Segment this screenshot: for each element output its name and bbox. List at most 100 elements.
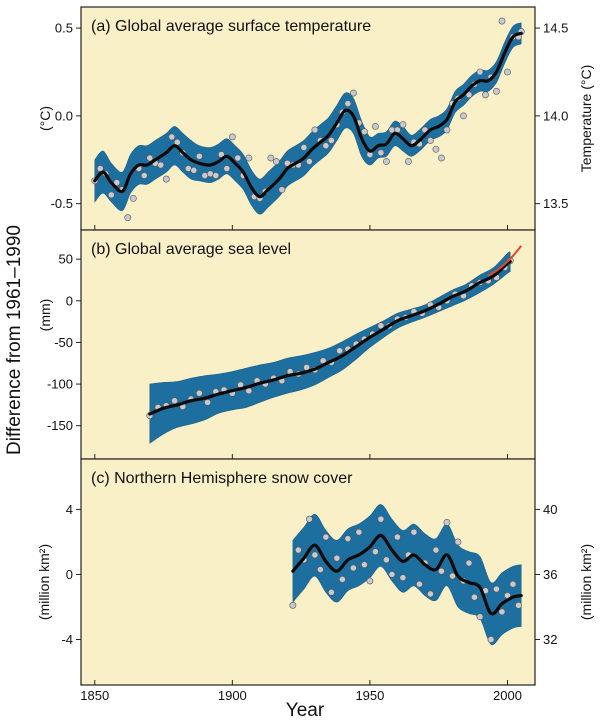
data-point: [355, 528, 363, 536]
data-point: [322, 142, 330, 150]
data-point: [349, 89, 357, 97]
data-point: [336, 347, 344, 355]
shared-y-axis-label: Difference from 1961–1990: [4, 225, 25, 455]
x-axis-label: Year: [286, 700, 325, 721]
data-point: [344, 535, 352, 543]
panels: -0.5 0.0 0.5 13.5 14.0 14.5 (a) Global average…: [36, 6, 594, 703]
data-point: [372, 123, 379, 130]
data-point: [338, 575, 346, 583]
y-tick-label: -150: [47, 418, 73, 433]
y-tick-label: 0: [66, 567, 73, 582]
x-tick-label: 1950: [355, 688, 384, 703]
data-point: [171, 397, 178, 405]
data-point: [493, 87, 500, 95]
data-point: [476, 68, 484, 76]
data-point: [388, 571, 396, 578]
data-point: [311, 551, 319, 559]
data-point: [195, 389, 203, 397]
data-point: [394, 533, 401, 541]
data-point: [305, 158, 313, 165]
data-point: [204, 398, 211, 406]
data-point: [223, 165, 231, 172]
data-point: [311, 126, 319, 134]
data-point: [212, 172, 220, 179]
data-point: [234, 154, 242, 162]
data-point: [383, 556, 390, 564]
data-point: [361, 561, 368, 569]
data-point: [361, 128, 368, 136]
data-point: [289, 601, 297, 609]
uncertainty-band: [149, 251, 511, 444]
data-point: [245, 154, 253, 162]
right-tick-label: 36: [543, 567, 557, 582]
data-point: [427, 590, 434, 598]
data-point: [300, 144, 308, 151]
data-point: [327, 588, 335, 596]
data-point: [372, 548, 379, 556]
y-tick-label: -0.5: [51, 196, 73, 211]
data-point: [465, 91, 473, 99]
x-tick-label: 1900: [218, 688, 247, 703]
data-point: [405, 158, 412, 165]
x-tick-label: 1850: [80, 688, 109, 703]
data-point: [410, 528, 418, 536]
uncertainty-band: [94, 22, 522, 215]
y-tick-label: 0: [66, 293, 73, 308]
y-unit-label: (mm): [37, 299, 53, 332]
y-tick-label: -50: [54, 335, 73, 350]
right-tick-label: 14.0: [543, 108, 568, 123]
data-point: [443, 519, 451, 526]
y-unit-label: (°C): [37, 106, 53, 131]
panel-b: -150 -100 -50 0 50 (b) Global average sea lev…: [37, 229, 536, 460]
data-point: [509, 580, 517, 588]
data-point: [427, 137, 434, 144]
data-point: [377, 515, 385, 523]
y-unit-label: (million km²): [36, 544, 52, 620]
y-tick-label: -100: [47, 377, 73, 392]
data-point: [322, 533, 330, 541]
data-point: [377, 322, 385, 330]
panel-title: (a) Global average surface temperature: [91, 18, 371, 35]
data-point: [278, 186, 286, 194]
data-point: [96, 165, 104, 172]
y-tick-label: 4: [66, 502, 73, 517]
data-point: [129, 194, 137, 202]
data-point: [333, 554, 341, 562]
data-point: [443, 126, 451, 134]
data-point: [498, 17, 506, 25]
data-point: [383, 158, 390, 165]
data-point: [438, 567, 445, 575]
right-unit-label: (million km²): [578, 544, 594, 620]
data-point: [493, 585, 500, 593]
data-point: [195, 152, 203, 160]
x-tick-label: 2000: [493, 688, 522, 703]
satellite-line: [487, 245, 522, 277]
data-point: [272, 158, 280, 165]
panel-background: [80, 229, 536, 460]
y-tick-label: 50: [59, 252, 73, 267]
data-point: [124, 214, 132, 222]
right-tick-label: 14.5: [543, 21, 568, 36]
y-tick-label: 0.5: [55, 21, 73, 36]
right-tick-label: 40: [543, 502, 557, 517]
data-point: [316, 566, 324, 573]
data-point: [515, 601, 522, 609]
data-point: [476, 613, 484, 621]
smoothed-line: [148, 260, 512, 416]
data-point: [162, 175, 170, 183]
y-tick-label: 0.0: [55, 108, 73, 123]
data-point: [482, 91, 489, 99]
data-point: [228, 133, 236, 141]
panel-a: -0.5 0.0 0.5 13.5 14.0 14.5 (a) Global average…: [37, 6, 594, 231]
data-point: [498, 608, 506, 616]
data-point: [416, 580, 423, 588]
data-point: [140, 172, 148, 179]
data-point: [399, 121, 407, 129]
smoothed-line: [291, 533, 523, 616]
data-point: [349, 564, 357, 572]
data-point: [487, 636, 495, 643]
data-point: [113, 179, 121, 186]
panel-c: -4 0 4 32 36 40 1850 1900 1950 2000 (c) Northern H…: [36, 458, 594, 703]
data-point: [465, 559, 473, 567]
